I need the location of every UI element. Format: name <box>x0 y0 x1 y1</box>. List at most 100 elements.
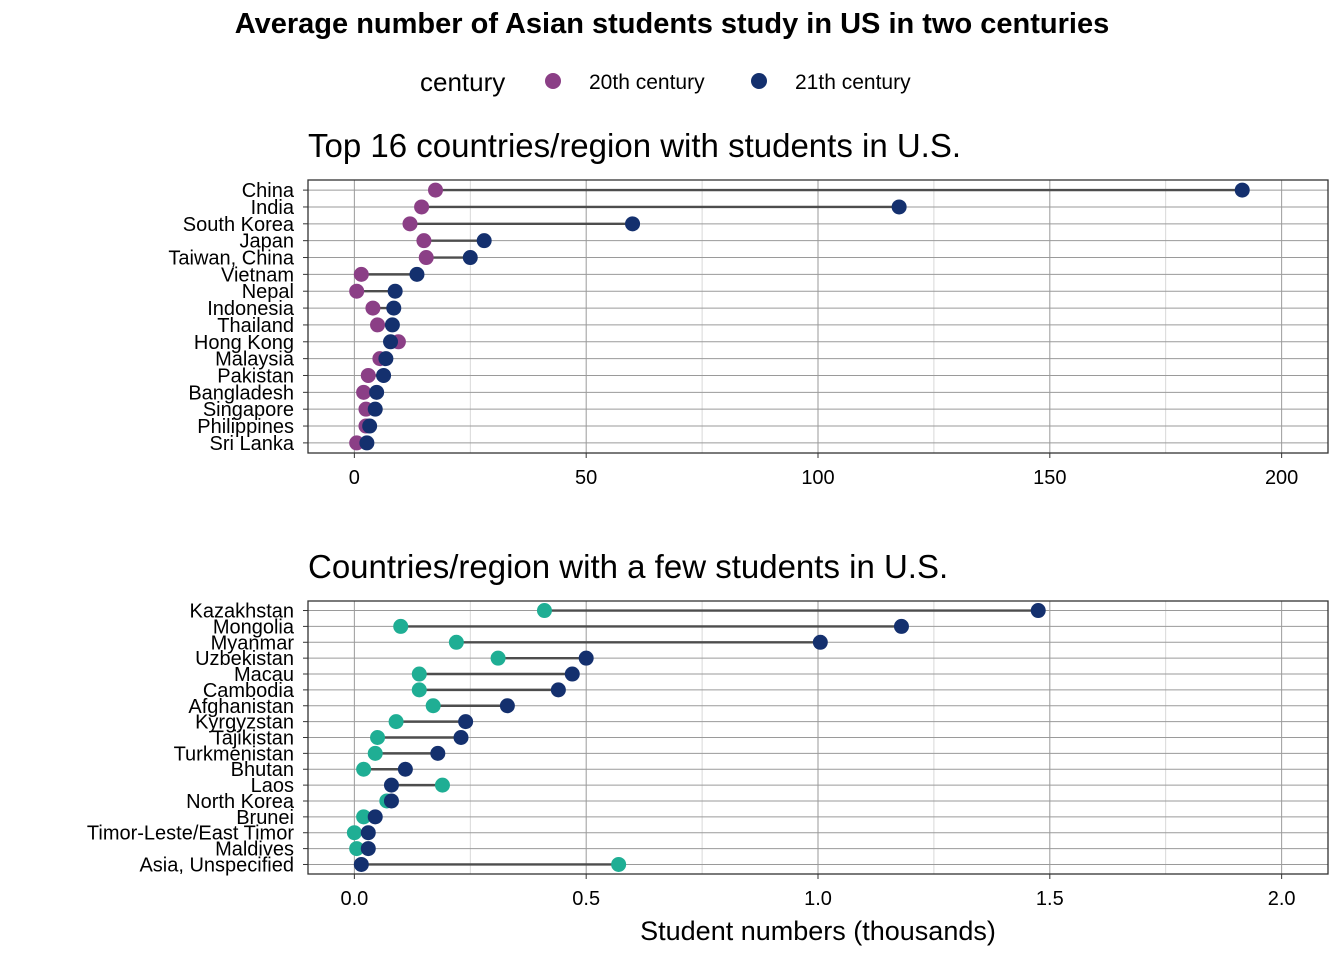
y-tick-label: Afghanistan <box>188 696 294 718</box>
y-tick-label: Cambodia <box>203 680 295 702</box>
point-20th-century <box>356 761 372 777</box>
point-21th-century <box>376 367 392 383</box>
point-20th-century <box>370 317 386 333</box>
legend-label-20th: 20th century <box>589 71 705 94</box>
point-20th-century <box>611 856 627 872</box>
x-tick-label: 150 <box>1033 467 1066 489</box>
y-tick-label: Nepal <box>242 281 294 303</box>
point-21th-century <box>550 682 566 698</box>
point-20th-century <box>349 283 365 299</box>
x-tick-label: 0.5 <box>572 888 600 910</box>
point-21th-century <box>383 334 399 350</box>
point-21th-century <box>812 634 828 650</box>
y-tick-label: Kyrgyzstan <box>195 712 294 734</box>
point-20th-century <box>367 745 383 761</box>
y-tick-label: Indonesia <box>207 298 295 320</box>
y-tick-label: South Korea <box>183 214 295 236</box>
point-20th-century <box>411 666 427 682</box>
point-21th-century <box>891 199 907 215</box>
point-21th-century <box>362 418 378 434</box>
x-tick-label: 50 <box>575 467 597 489</box>
x-tick-label: 200 <box>1265 467 1298 489</box>
panel-top-countries: Top 16 countries/region with students in… <box>168 127 1329 489</box>
y-tick-label: Thailand <box>217 315 294 337</box>
point-20th-century <box>411 682 427 698</box>
point-20th-century <box>402 216 418 232</box>
point-21th-century <box>359 435 375 451</box>
point-20th-century <box>365 300 381 316</box>
point-20th-century <box>356 384 372 400</box>
y-tick-label: China <box>242 180 295 202</box>
point-20th-century <box>418 250 434 266</box>
y-tick-label: Uzbekistan <box>195 648 294 670</box>
point-20th-century <box>360 367 376 383</box>
legend-label-21st: 21th century <box>795 71 911 94</box>
y-tick-label: North Korea <box>186 791 295 813</box>
point-21th-century <box>578 650 594 666</box>
point-20th-century <box>434 777 450 793</box>
point-21th-century <box>409 266 425 282</box>
point-20th-century <box>370 730 386 745</box>
point-20th-century <box>356 809 372 825</box>
y-tick-label: Macau <box>234 664 294 686</box>
point-20th-century <box>425 698 441 714</box>
point-21th-century <box>1030 603 1046 619</box>
point-21th-century <box>476 233 492 249</box>
y-tick-label: Singapore <box>203 399 294 421</box>
point-21th-century <box>458 714 474 730</box>
point-21th-century <box>462 250 478 266</box>
legend-marker-20th <box>545 73 561 89</box>
point-21th-century <box>367 809 383 825</box>
y-tick-label: India <box>251 197 295 219</box>
point-20th-century <box>448 634 464 650</box>
point-21th-century <box>387 283 403 299</box>
panel-title: Countries/region with a few students in … <box>308 548 948 585</box>
x-tick-label: 100 <box>801 467 834 489</box>
point-21th-century <box>499 698 515 714</box>
y-tick-label: Myanmar <box>211 632 295 654</box>
point-21th-century <box>353 856 369 872</box>
point-21th-century <box>564 666 580 682</box>
y-tick-label: Laos <box>251 775 294 797</box>
y-tick-label: Turkmenistan <box>174 743 294 765</box>
point-21th-century <box>397 761 413 777</box>
x-tick-label: 0 <box>349 467 360 489</box>
x-tick-label: 0.0 <box>340 888 368 910</box>
legend-title: century <box>420 67 505 97</box>
y-tick-label: Maldives <box>215 839 294 861</box>
y-tick-label: Kazakhstan <box>189 601 294 623</box>
x-tick-label: 1.0 <box>804 888 832 910</box>
point-21th-century <box>893 618 909 634</box>
panel-title: Top 16 countries/region with students in… <box>308 127 961 164</box>
y-tick-label: Philippines <box>197 416 294 438</box>
point-20th-century <box>414 199 430 215</box>
point-20th-century <box>353 266 369 282</box>
y-tick-label: Sri Lanka <box>210 433 295 455</box>
point-21th-century <box>367 401 383 417</box>
y-tick-label: Bangladesh <box>188 382 294 404</box>
point-20th-century <box>349 841 365 857</box>
y-tick-label: Mongolia <box>213 616 295 638</box>
legend: century 20th century 21th century <box>420 67 911 97</box>
point-20th-century <box>388 714 404 730</box>
point-21th-century <box>360 825 376 841</box>
panel-few-students-countries: Countries/region with a few students in … <box>87 548 1329 910</box>
point-21th-century <box>430 745 446 761</box>
y-tick-label: Malaysia <box>215 349 295 371</box>
y-tick-label: Tajikistan <box>212 728 294 750</box>
point-20th-century <box>416 233 432 249</box>
y-tick-label: Japan <box>240 231 295 253</box>
y-tick-label: Taiwan, China <box>168 248 295 270</box>
y-tick-label: Pakistan <box>217 365 294 387</box>
y-tick-label: Vietnam <box>221 264 294 286</box>
x-tick-label: 2.0 <box>1268 888 1296 910</box>
point-21th-century <box>386 300 402 316</box>
point-20th-century <box>536 603 552 619</box>
y-tick-label: Timor-Leste/East Timor <box>87 823 294 845</box>
figure-title: Average number of Asian students study i… <box>235 8 1109 40</box>
x-axis-title: Student numbers (thousands) <box>640 916 996 946</box>
point-21th-century <box>625 216 641 232</box>
point-21th-century <box>384 317 400 333</box>
point-21th-century <box>383 777 399 793</box>
point-21th-century <box>360 841 376 857</box>
